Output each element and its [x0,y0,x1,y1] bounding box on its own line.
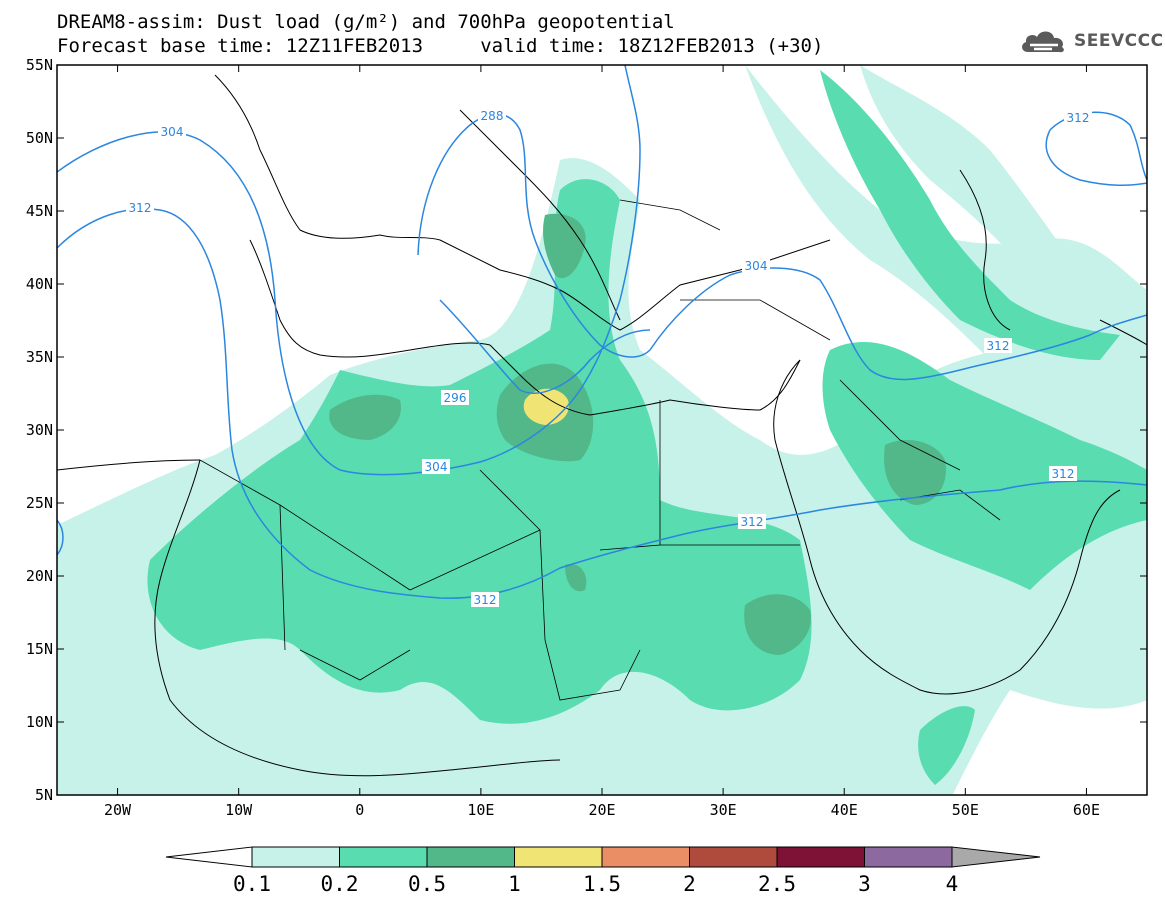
lon-tick-label: 30E [710,801,737,819]
svg-text:288: 288 [481,109,504,123]
lon-tick-label: 60E [1073,801,1100,819]
svg-text:312: 312 [741,515,764,529]
colorbar-swatch [689,846,778,868]
seevccc-logo: SEEVCCC [1018,26,1164,56]
lat-tick-label: 35N [26,348,53,366]
contour-label: 312 [1049,466,1077,481]
lat-tick-label: 10N [26,713,53,731]
colorbar-label: 1.5 [583,872,621,896]
longitude-axis: 20W 10W 0 10E 20E 30E 40E 50E 60E [104,65,1100,819]
colorbar-label: 0.1 [233,872,271,896]
lon-tick-label: 20W [104,801,132,819]
colorbar: 0.1 0.2 0.5 1 1.5 2 2.5 3 4 [165,846,1041,896]
lat-tick-label: 55N [26,56,53,74]
map-title-line-2: Forecast base time: 12Z11FEB2013 valid t… [57,35,824,57]
lon-tick-label: 40E [831,801,858,819]
contour-label: 312 [984,338,1012,353]
lat-tick-label: 5N [35,786,53,804]
contour-label: 304 [742,258,770,273]
map-title-line-1: DREAM8-assim: Dust load (g/m²) and 700hP… [57,11,675,33]
lat-tick-label: 50N [26,129,53,147]
lon-tick-label: 50E [952,801,979,819]
contour-label: 312 [471,592,499,607]
svg-text:312: 312 [129,201,152,215]
contour-label: 312 [126,200,154,215]
colorbar-under-triangle [165,846,253,868]
svg-text:296: 296 [444,391,467,405]
svg-text:312: 312 [474,593,497,607]
svg-text:312: 312 [1052,467,1075,481]
colorbar-swatch [776,846,865,868]
lat-tick-label: 25N [26,494,53,512]
svg-text:312: 312 [1067,111,1090,125]
dust-shading-medium [147,70,1147,785]
map-plot-area [57,65,1147,795]
colorbar-label: 0.2 [321,872,359,896]
coastlines [57,74,1147,777]
contour-label: 288 [478,108,506,123]
logo-text: SEEVCCC [1074,31,1164,51]
colorbar-swatch [864,846,953,868]
lon-tick-label: 10W [225,801,253,819]
svg-text:304: 304 [425,460,448,474]
svg-text:304: 304 [161,125,184,139]
lon-tick-label: 20E [588,801,615,819]
contour-label: 296 [441,390,469,405]
contour-label: 312 [1064,110,1092,125]
lat-tick-label: 15N [26,640,53,658]
colorbar-label: 2 [683,872,696,896]
lat-tick-label: 20N [26,567,53,585]
latitude-axis: 55N 50N 45N 40N 35N 30N 25N 20N 15N 10N 5N [26,56,1147,804]
country-borders [199,199,1001,701]
colorbar-label: 2.5 [758,872,796,896]
colorbar-swatch [339,846,428,868]
colorbar-label: 3 [858,872,871,896]
contour-label: 312 [738,514,766,529]
colorbar-label: 0.5 [408,872,446,896]
colorbar-swatch [514,846,603,868]
colorbar-swatch [601,846,690,868]
svg-text:312: 312 [987,339,1010,353]
lat-tick-label: 45N [26,202,53,220]
cloud-logo-icon [1022,31,1064,53]
lon-tick-label: 0 [355,801,364,819]
lat-tick-label: 30N [26,421,53,439]
contour-label: 304 [158,124,186,139]
contour-labels: 304 312 288 312 296 304 304 312 312 312 312 [126,108,1092,607]
svg-text:304: 304 [745,259,768,273]
colorbar-swatch [251,846,340,868]
lat-tick-label: 40N [26,275,53,293]
colorbar-label: 1 [508,872,521,896]
lon-tick-label: 10E [467,801,494,819]
colorbar-swatch [426,846,515,868]
colorbar-over-triangle [951,846,1041,868]
colorbar-label: 4 [946,872,959,896]
contour-label: 304 [422,459,450,474]
